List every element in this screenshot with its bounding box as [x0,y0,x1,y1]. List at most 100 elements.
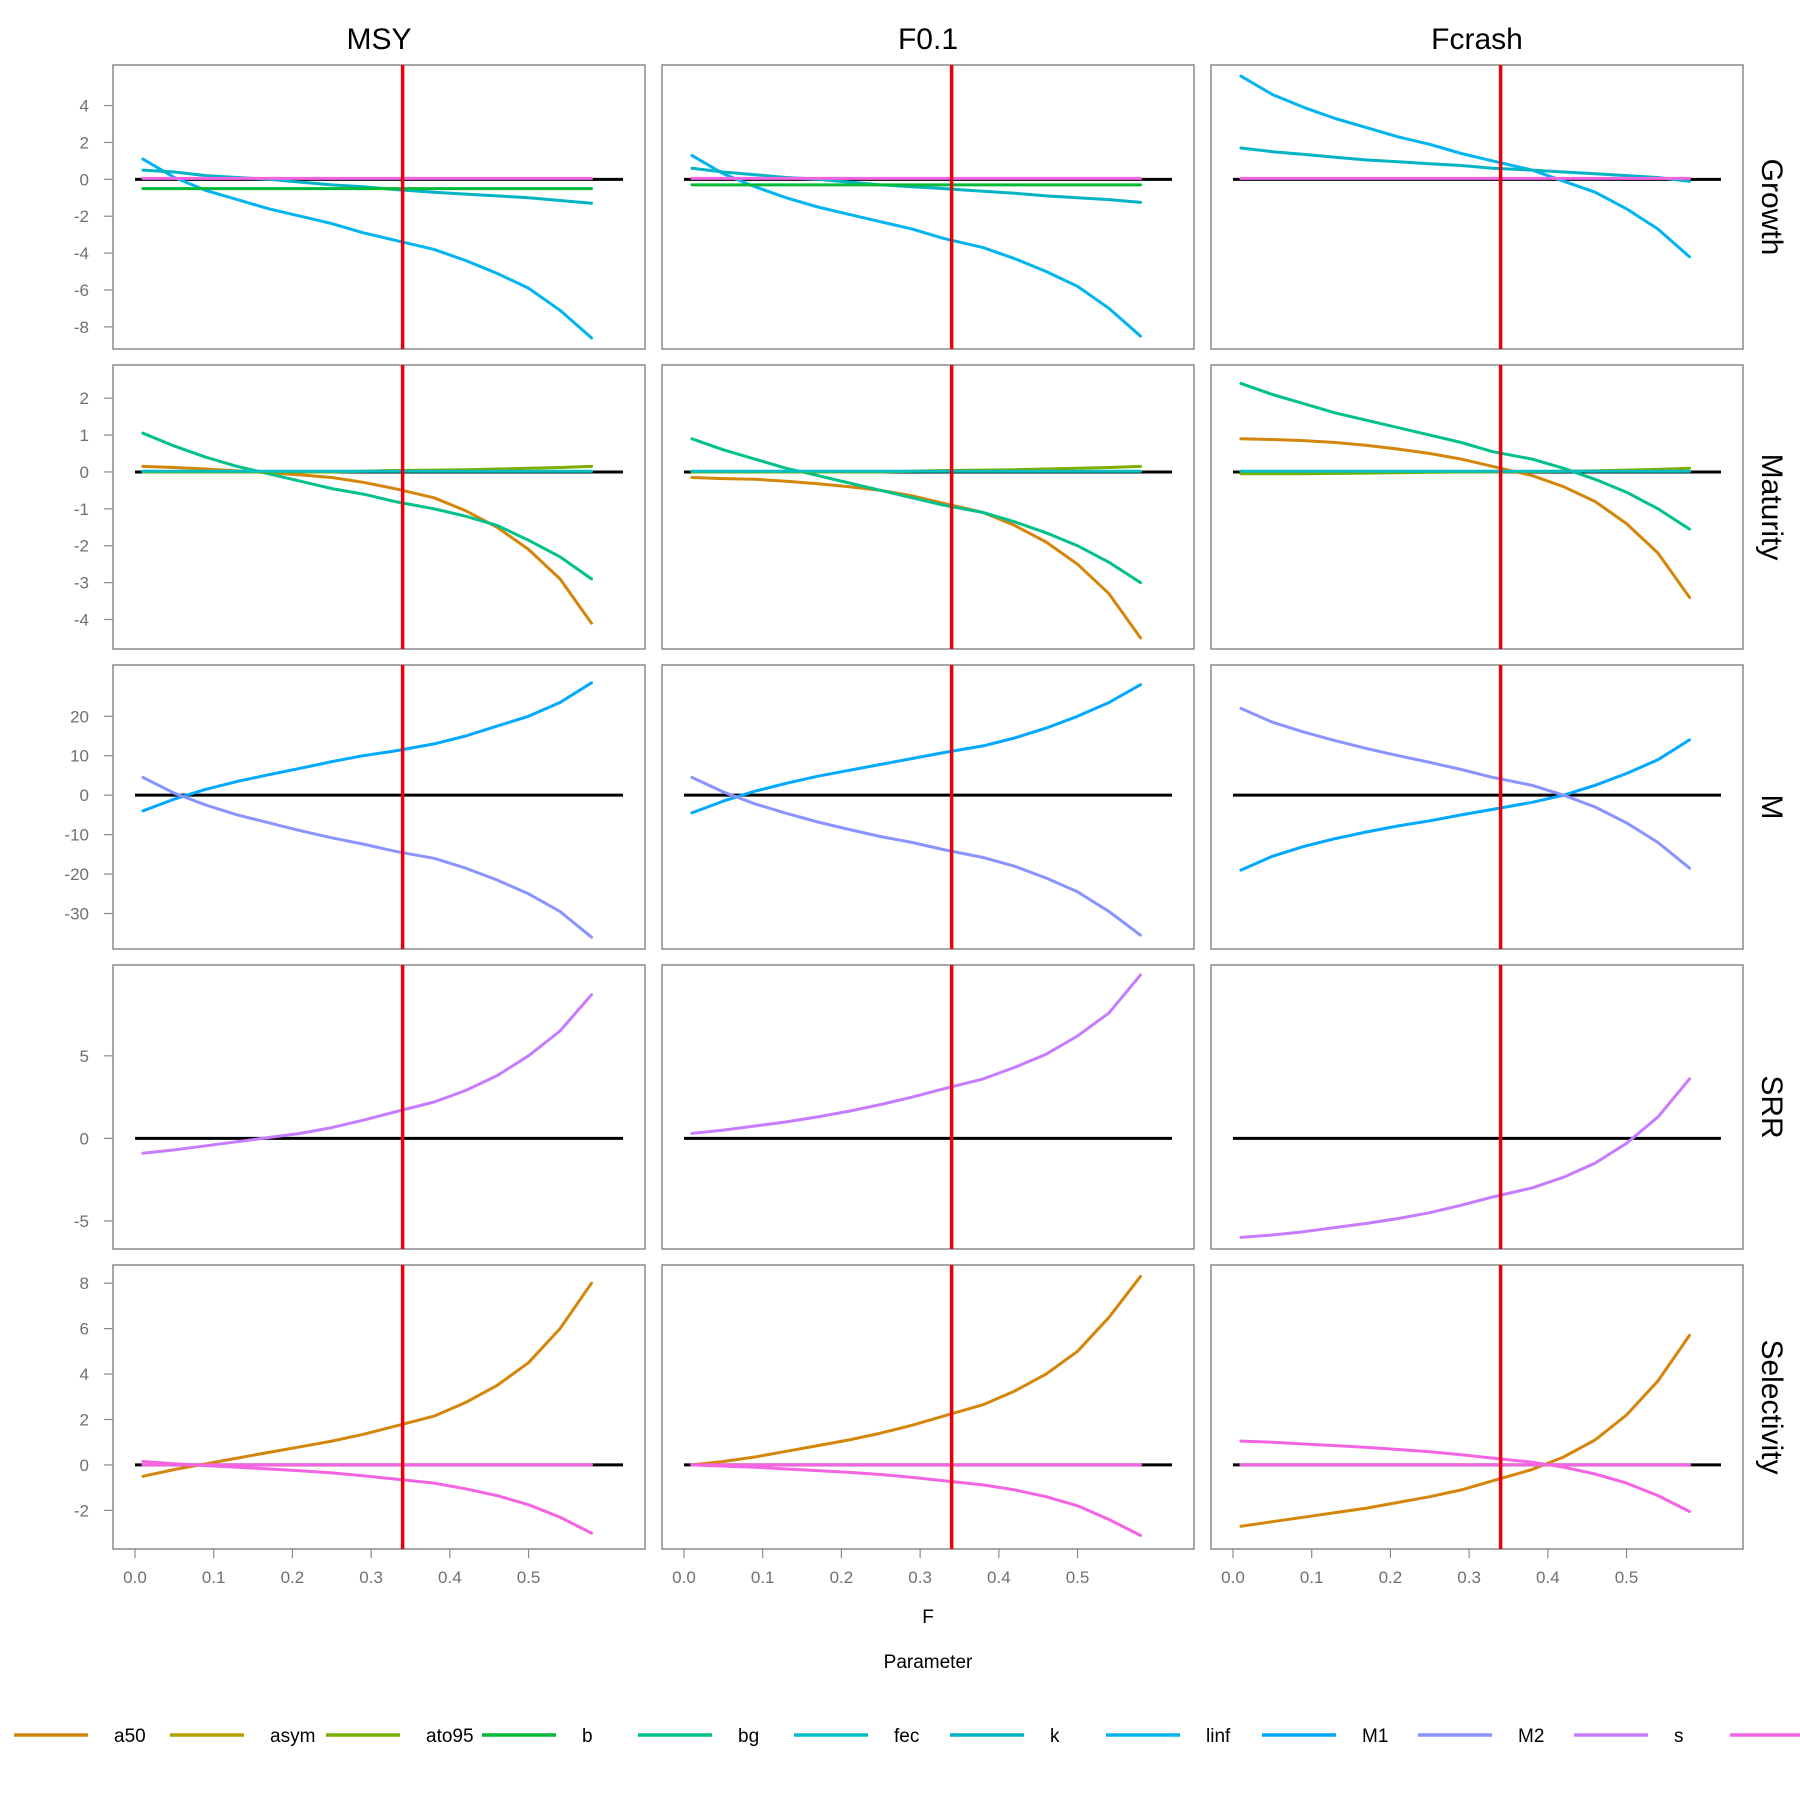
panel-frame [1210,364,1744,650]
legend-label-asym: asym [270,1726,315,1747]
x-tick-label: 0.1 [1300,1568,1324,1587]
row-title-maturity: Maturity [1755,454,1788,561]
x-tick-label: 0.5 [1066,1568,1090,1587]
plot-area [1233,365,1721,649]
series-line-linf [1239,74,1691,259]
panel-srr-msy: 5 0 -5 [74,964,646,1250]
series-line-m1 [690,683,1142,815]
panel-growth-f0-1 [661,64,1195,350]
series-line-m2 [141,775,593,939]
panel-frame [1210,1264,1744,1550]
x-tick-label: 0.2 [281,1568,305,1587]
panel-frame [112,1264,646,1550]
y-tick-label: 2 [80,133,89,152]
series-line-bg [141,431,593,581]
series-line-a50 [141,464,593,625]
plot-area [684,665,1172,949]
panel-frame [1210,64,1744,350]
series-line-linf [141,157,593,340]
series-line-m1 [1239,738,1691,872]
x-tick-label: 0.2 [1379,1568,1403,1587]
y-tick-label: 4 [80,97,89,116]
column-titles: MSY F0.1 Fcrash [346,23,1522,56]
y-tick-label: -8 [74,318,89,337]
x-axis-title: F [922,1607,934,1628]
panel-selectivity-msy: 8 6 4 2 0 -2 [74,1264,646,1550]
y-tick-label: 20 [70,707,89,726]
series-line-k [141,168,593,205]
row-title-growth: Growth [1755,159,1788,256]
legend-label-m2: M2 [1518,1726,1544,1747]
row-titles: Growth Maturity M SRR Selectivity [1755,159,1788,1475]
panel-maturity-msy: 2 1 0 -1 -2 -3 -4 [74,364,646,650]
panel-m-msy: 20 10 0 -10 -20 -30 [64,664,646,950]
y-tick-label: -10 [64,826,89,845]
panel-frame [112,364,646,650]
panel-frame [661,964,1195,1250]
row-title-srr: SRR [1755,1075,1788,1138]
plot-area [684,65,1172,349]
series-line-k [1239,146,1691,183]
y-tick-label: 0 [80,786,89,805]
plot-area [684,1265,1172,1549]
series-line-s [690,973,1142,1135]
panel-growth-fcrash [1210,64,1744,350]
y-tick-label: -5 [74,1212,89,1231]
y-tick-label: 8 [80,1274,89,1293]
y-tick-label: -6 [74,281,89,300]
series-line-a50 [690,476,1142,640]
y-tick-label: 5 [80,1047,89,1066]
y-tick-label: -30 [64,905,89,924]
y-tick-label: 4 [80,1365,89,1384]
panel-frame [112,664,646,950]
plot-area [1233,665,1721,949]
series-line-bg [1239,381,1691,531]
panel-maturity-f0-1 [661,364,1195,650]
x-tick-label: 0.0 [672,1568,696,1587]
y-tick-label: 2 [80,1410,89,1429]
x-tick-label: 0.4 [1536,1568,1560,1587]
y-tick-label: -2 [74,537,89,556]
column-title-msy: MSY [346,23,411,56]
series-line-m1 [141,681,593,813]
legend-title: Parameter [884,1652,973,1673]
row-title-m: M [1755,795,1788,820]
y-tick-label: 0 [80,1456,89,1475]
plot-area [1233,965,1721,1249]
panel-srr-f0-1 [661,964,1195,1250]
legend-label-fec: fec [894,1726,919,1747]
series-line-unnamed-1 [1239,1439,1691,1513]
y-tick-label: -2 [74,207,89,226]
panel-selectivity-f0-1 [661,1264,1195,1550]
plot-area [684,965,1172,1249]
x-tick-label: 0.2 [830,1568,854,1587]
plot-area [135,965,623,1249]
plot-area [684,365,1172,649]
plot-area [1233,65,1721,349]
series-line-s [1239,1077,1691,1239]
panel-frame [1210,964,1744,1250]
y-tick-label: -1 [74,500,89,519]
legend-label-k: k [1050,1726,1060,1747]
plot-area [135,1265,623,1549]
y-tick-label: -2 [74,1501,89,1520]
column-title-fcrash: Fcrash [1431,23,1523,56]
series-line-s [141,993,593,1155]
y-tick-label: -3 [74,574,89,593]
x-tick-label: 0.0 [123,1568,147,1587]
series-line-k [690,166,1142,204]
y-tick-label: 10 [70,747,89,766]
y-tick-label: 1 [80,426,89,445]
legend: a50 asym ato95 b bg fec k linf M1 M2 s [14,1726,1800,1747]
x-tick-label: 0.3 [359,1568,383,1587]
plot-area [135,365,623,649]
panel-m-f0-1 [661,664,1195,950]
column-title-f0-1: F0.1 [898,23,958,56]
legend-label-m1: M1 [1362,1726,1388,1747]
x-tick-label: 0.5 [1615,1568,1639,1587]
panel-selectivity-fcrash [1210,1264,1744,1550]
x-tick-label: 0.5 [517,1568,541,1587]
x-tick-label: 0.1 [751,1568,775,1587]
y-tick-label: -4 [74,610,89,629]
